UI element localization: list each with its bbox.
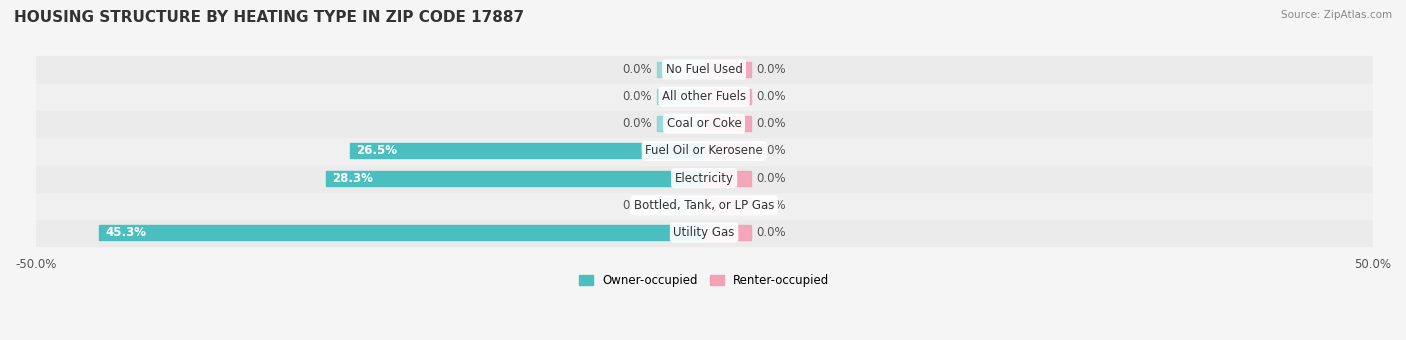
Bar [35,83,1372,110]
Text: Source: ZipAtlas.com: Source: ZipAtlas.com [1281,10,1392,20]
Text: 0.0%: 0.0% [623,90,652,103]
Bar [35,192,1372,219]
Bar [326,171,704,186]
Text: 0.0%: 0.0% [623,63,652,76]
Text: 0.0%: 0.0% [756,63,786,76]
Text: 0.0%: 0.0% [756,172,786,185]
Text: 0.0%: 0.0% [623,199,652,212]
Bar [704,116,751,131]
Text: Coal or Coke: Coal or Coke [666,117,741,130]
Text: 0.0%: 0.0% [756,144,786,157]
Text: 0.0%: 0.0% [756,117,786,130]
Text: Utility Gas: Utility Gas [673,226,735,239]
Bar [704,89,751,104]
Legend: Owner-occupied, Renter-occupied: Owner-occupied, Renter-occupied [574,269,834,292]
Bar [704,143,751,158]
Text: 0.0%: 0.0% [756,199,786,212]
Bar [658,116,704,131]
Bar [658,62,704,77]
Text: 0.0%: 0.0% [756,90,786,103]
Bar [658,89,704,104]
Bar [704,198,751,213]
Text: All other Fuels: All other Fuels [662,90,747,103]
Bar [704,62,751,77]
Text: Electricity: Electricity [675,172,734,185]
Bar [35,219,1372,246]
Text: 26.5%: 26.5% [357,144,398,157]
Text: No Fuel Used: No Fuel Used [665,63,742,76]
Text: 45.3%: 45.3% [105,226,146,239]
Text: 0.0%: 0.0% [623,117,652,130]
Text: 28.3%: 28.3% [332,172,374,185]
Text: HOUSING STRUCTURE BY HEATING TYPE IN ZIP CODE 17887: HOUSING STRUCTURE BY HEATING TYPE IN ZIP… [14,10,524,25]
Bar [35,137,1372,165]
Bar [98,225,704,240]
Bar [350,143,704,158]
Text: 0.0%: 0.0% [756,226,786,239]
Text: Fuel Oil or Kerosene: Fuel Oil or Kerosene [645,144,763,157]
Bar [35,165,1372,192]
Bar [704,171,751,186]
Bar [35,110,1372,137]
Text: Bottled, Tank, or LP Gas: Bottled, Tank, or LP Gas [634,199,775,212]
Bar [658,198,704,213]
Bar [35,56,1372,83]
Bar [704,225,751,240]
